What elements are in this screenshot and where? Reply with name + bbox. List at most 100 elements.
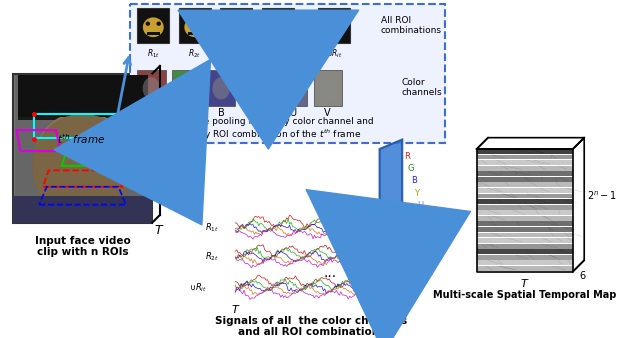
Ellipse shape [284, 77, 301, 99]
Text: ...: ... [291, 19, 303, 32]
Bar [17, 75, 148, 120]
Bar [477, 210, 573, 215]
Bar [477, 149, 573, 154]
Bar [477, 205, 573, 210]
Text: Multi-scale Spatial Temporal Map: Multi-scale Spatial Temporal Map [433, 290, 616, 300]
Bar [477, 238, 573, 243]
Bar [477, 171, 573, 176]
Ellipse shape [268, 17, 288, 37]
Bar [477, 177, 573, 182]
Text: All ROI
combinations: All ROI combinations [381, 16, 442, 35]
Bar [477, 266, 573, 271]
Text: Average pooling for every color channel and
every ROI combination of the $t^{th}: Average pooling for every color channel … [172, 117, 374, 142]
Ellipse shape [34, 112, 131, 209]
Bar [130, 4, 445, 143]
Bar [477, 221, 573, 226]
Bar [137, 7, 170, 43]
Text: B: B [411, 176, 417, 185]
Bar [137, 70, 166, 105]
Text: R: R [404, 152, 410, 161]
Text: V: V [420, 213, 426, 222]
Ellipse shape [177, 77, 195, 99]
Text: U: U [417, 201, 424, 210]
Text: $R_{1t}$: $R_{1t}$ [205, 222, 220, 235]
Text: $\cup R_{it}$: $\cup R_{it}$ [326, 47, 342, 59]
Bar [477, 260, 573, 265]
Text: $\cup R_{it}$: $\cup R_{it}$ [189, 281, 207, 294]
Bar [271, 32, 284, 35]
Text: $R_{1t}\cup R_{2t}$: $R_{1t}\cup R_{2t}$ [262, 47, 294, 59]
Text: V: V [324, 108, 331, 118]
Text: $2^n - 1$: $2^n - 1$ [587, 189, 617, 202]
Text: Input face video
clip with n ROIs: Input face video clip with n ROIs [35, 236, 131, 257]
Bar [147, 32, 160, 35]
Text: $R_{2t}$: $R_{2t}$ [205, 250, 220, 263]
Ellipse shape [33, 114, 133, 218]
Ellipse shape [326, 22, 331, 26]
Ellipse shape [184, 17, 205, 37]
Text: G: G [182, 108, 190, 118]
Text: R: R [148, 108, 155, 118]
Bar [477, 183, 573, 187]
Bar [314, 70, 342, 105]
Bar [207, 70, 236, 105]
Bar [179, 7, 211, 43]
Text: $R_{1t}$: $R_{1t}$ [147, 47, 160, 59]
Ellipse shape [281, 22, 285, 26]
Text: B: B [218, 108, 225, 118]
Text: Y: Y [414, 189, 419, 198]
Ellipse shape [143, 77, 160, 99]
Bar [262, 7, 294, 43]
Ellipse shape [337, 22, 342, 26]
Ellipse shape [145, 22, 150, 26]
Text: Signals of all  the color channels
and all ROI combinations: Signals of all the color channels and al… [215, 316, 407, 337]
Bar [318, 7, 350, 43]
Bar [243, 70, 271, 105]
Text: $T$: $T$ [230, 303, 240, 315]
Bar [477, 199, 573, 204]
Ellipse shape [198, 22, 202, 26]
Bar [477, 194, 573, 198]
Text: ...: ... [196, 19, 209, 32]
Bar [477, 249, 573, 254]
Polygon shape [380, 140, 402, 300]
Bar [477, 255, 573, 260]
Text: Color
channels: Color channels [401, 78, 442, 97]
Text: $6$: $6$ [579, 269, 587, 281]
Text: $T$: $T$ [520, 277, 529, 289]
Bar [477, 160, 573, 165]
Bar [13, 196, 152, 222]
Ellipse shape [226, 17, 246, 37]
Bar [477, 227, 573, 232]
Bar [278, 70, 307, 105]
Ellipse shape [324, 17, 345, 37]
Text: $R_{2t}$: $R_{2t}$ [188, 47, 201, 59]
Text: $R_{nt}$: $R_{nt}$ [230, 47, 243, 59]
Ellipse shape [212, 77, 230, 99]
Bar [220, 7, 252, 43]
Bar [477, 188, 573, 193]
Text: $T$: $T$ [154, 224, 164, 237]
Bar [477, 233, 573, 238]
Bar [328, 32, 340, 35]
Bar [477, 154, 573, 160]
Text: ...: ... [324, 266, 337, 280]
Ellipse shape [248, 77, 266, 99]
Ellipse shape [270, 22, 275, 26]
Text: $\otimes$: $\otimes$ [269, 55, 286, 74]
Ellipse shape [157, 22, 161, 26]
Ellipse shape [228, 22, 233, 26]
Bar [477, 166, 573, 171]
Bar [477, 216, 573, 221]
Text: Y: Y [254, 108, 260, 118]
Ellipse shape [319, 77, 337, 99]
Bar [17, 75, 148, 117]
Text: U: U [289, 108, 296, 118]
Bar [188, 32, 201, 35]
Bar [15, 75, 150, 221]
Bar [13, 74, 152, 222]
Ellipse shape [239, 22, 244, 26]
Ellipse shape [187, 22, 191, 26]
Bar [477, 244, 573, 249]
Text: $t^{th}$ frame: $t^{th}$ frame [56, 132, 105, 146]
